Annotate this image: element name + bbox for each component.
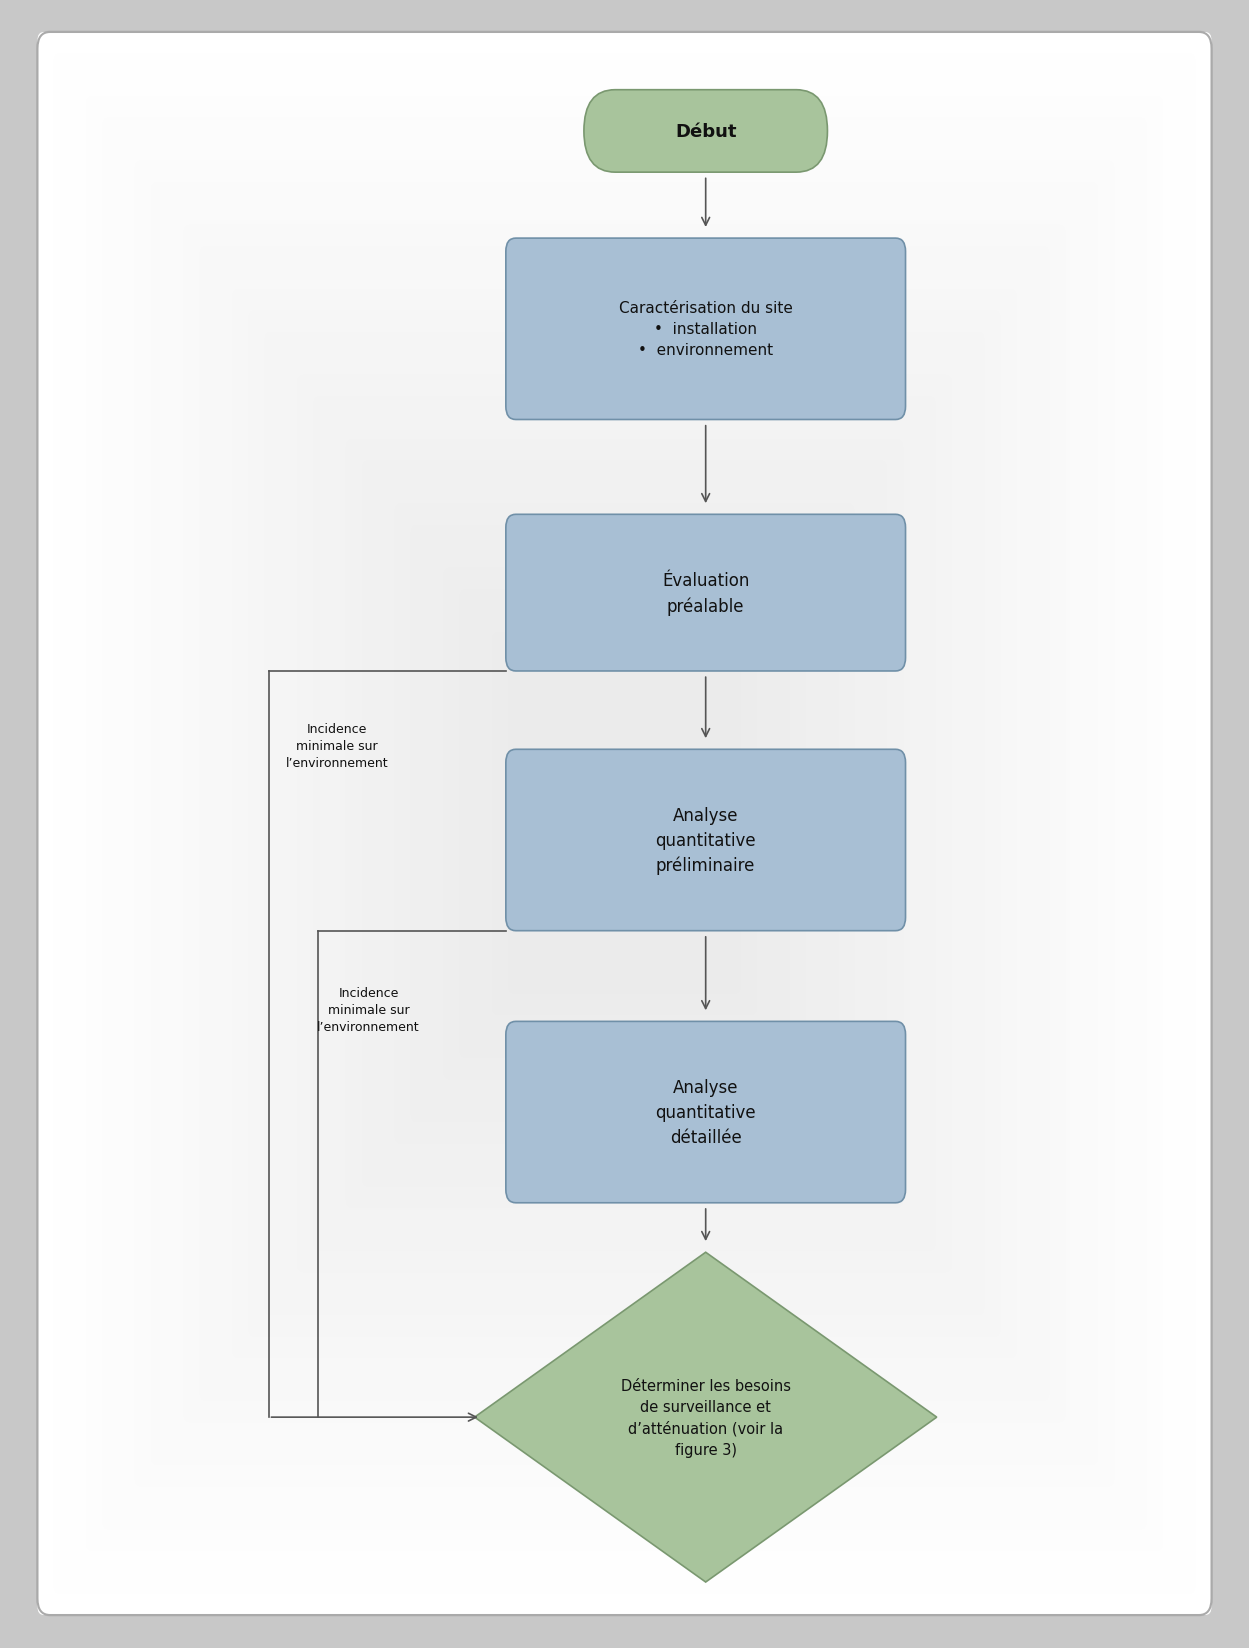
FancyBboxPatch shape (395, 504, 854, 1144)
FancyBboxPatch shape (281, 354, 968, 1294)
Text: Début: Début (674, 124, 737, 140)
FancyBboxPatch shape (297, 376, 952, 1272)
FancyBboxPatch shape (346, 440, 903, 1208)
FancyBboxPatch shape (37, 33, 1212, 1615)
FancyBboxPatch shape (249, 311, 1000, 1337)
FancyBboxPatch shape (200, 247, 1049, 1401)
FancyBboxPatch shape (151, 183, 1098, 1465)
FancyBboxPatch shape (443, 569, 806, 1079)
FancyBboxPatch shape (411, 526, 838, 1122)
FancyBboxPatch shape (184, 226, 1065, 1422)
FancyBboxPatch shape (362, 461, 887, 1187)
FancyBboxPatch shape (506, 1022, 906, 1203)
Text: Incidence
minimale sur
l’environnement: Incidence minimale sur l’environnement (286, 722, 388, 770)
Text: Caractérisation du site
•  installation
•  environnement: Caractérisation du site • installation •… (618, 302, 793, 358)
FancyBboxPatch shape (508, 654, 741, 994)
FancyBboxPatch shape (506, 239, 906, 420)
FancyBboxPatch shape (265, 333, 984, 1315)
Text: Déterminer les besoins
de surveillance et
d’atténuation (voir la
figure 3): Déterminer les besoins de surveillance e… (621, 1378, 791, 1457)
FancyBboxPatch shape (70, 76, 1179, 1572)
FancyBboxPatch shape (54, 54, 1195, 1594)
FancyBboxPatch shape (583, 91, 827, 173)
Text: Incidence
minimale sur
l’environnement: Incidence minimale sur l’environnement (317, 987, 420, 1033)
FancyBboxPatch shape (119, 140, 1130, 1508)
Text: Évaluation
préalable: Évaluation préalable (662, 572, 749, 615)
FancyBboxPatch shape (476, 611, 773, 1037)
FancyBboxPatch shape (330, 419, 919, 1229)
FancyBboxPatch shape (37, 33, 1212, 1615)
FancyBboxPatch shape (102, 119, 1147, 1529)
FancyBboxPatch shape (460, 590, 789, 1058)
FancyBboxPatch shape (427, 547, 822, 1101)
FancyBboxPatch shape (492, 633, 757, 1015)
FancyBboxPatch shape (506, 750, 906, 931)
Text: Analyse
quantitative
détaillée: Analyse quantitative détaillée (656, 1078, 756, 1147)
FancyBboxPatch shape (378, 483, 871, 1165)
FancyBboxPatch shape (216, 269, 1033, 1379)
FancyBboxPatch shape (506, 514, 906, 672)
FancyBboxPatch shape (135, 162, 1114, 1486)
FancyBboxPatch shape (232, 290, 1017, 1358)
FancyBboxPatch shape (167, 204, 1082, 1444)
Polygon shape (475, 1252, 937, 1582)
FancyBboxPatch shape (313, 397, 936, 1251)
Text: Analyse
quantitative
préliminaire: Analyse quantitative préliminaire (656, 806, 756, 875)
FancyBboxPatch shape (86, 97, 1163, 1551)
